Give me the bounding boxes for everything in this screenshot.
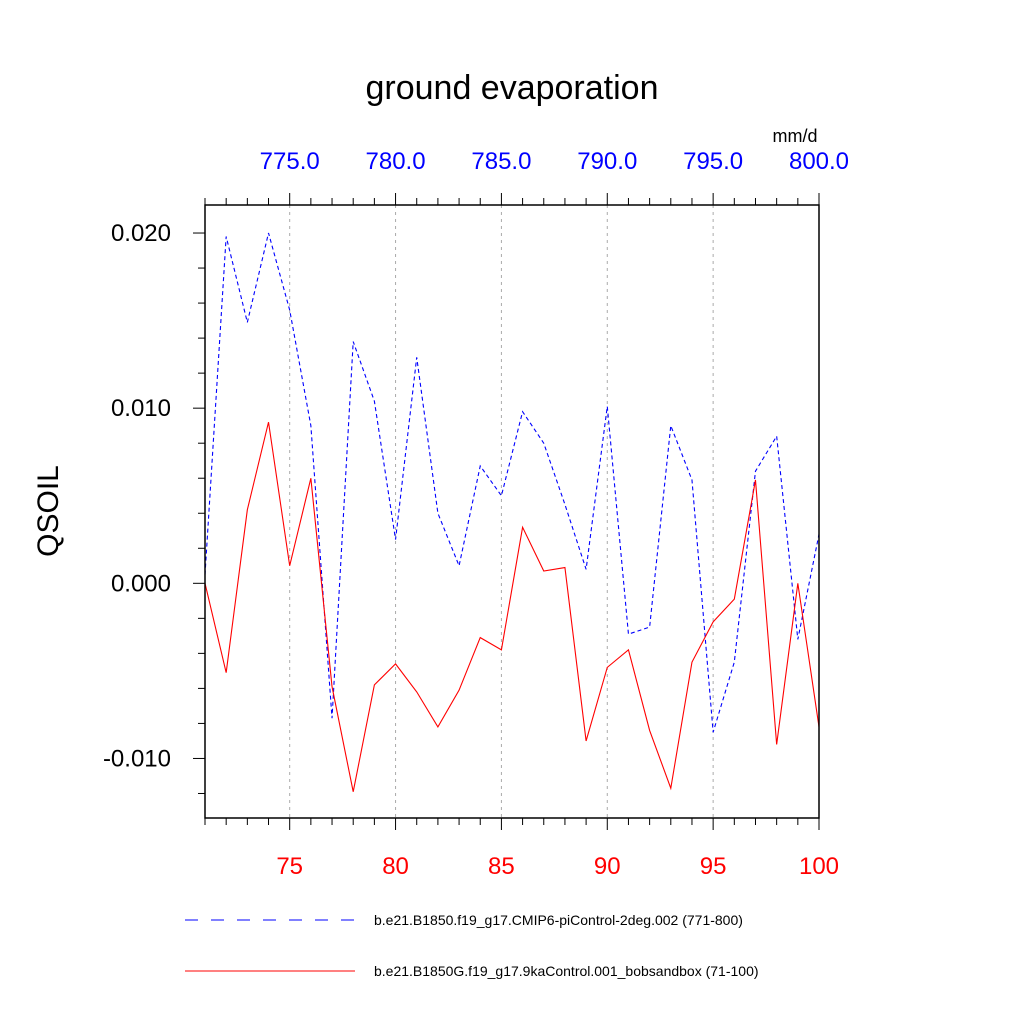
x-top-tick-label: 780.0	[366, 148, 426, 175]
y-ticks: 0.020 0.010 0.000 -0.010	[103, 220, 205, 772]
x-ticks-top: 775.0 780.0 785.0 790.0 795.0 800.0	[260, 148, 849, 205]
x-top-tick-label: 800.0	[789, 148, 849, 175]
x-bottom-tick-label: 90	[594, 853, 621, 880]
x-top-tick-label: 790.0	[577, 148, 637, 175]
legend-label-red: b.e21.B1850G.f19_g17.9kaControl.001_bobs…	[374, 963, 759, 979]
units-label: mm/d	[773, 126, 818, 146]
series-line-blue	[204, 232, 820, 733]
legend-label-blue: b.e21.B1850.f19_g17.CMIP6-piControl-2deg…	[374, 912, 743, 928]
legend: b.e21.B1850.f19_g17.CMIP6-piControl-2deg…	[185, 912, 759, 979]
y-tick-label: 0.000	[111, 570, 171, 597]
y-tick-label: 0.010	[111, 395, 171, 422]
series-lines	[204, 232, 820, 792]
x-ticks-bottom: 75 80 85 90 95 100	[276, 818, 839, 880]
series-line-red	[204, 422, 820, 792]
grid-lines	[289, 205, 714, 818]
x-bottom-tick-label: 100	[799, 853, 839, 880]
y-tick-label: 0.020	[111, 220, 171, 247]
x-bottom-tick-label: 80	[382, 853, 409, 880]
x-bottom-tick-label: 75	[276, 853, 303, 880]
x-top-tick-label: 795.0	[683, 148, 743, 175]
y-tick-label: -0.010	[103, 745, 171, 772]
y-axis-label: QSOIL	[32, 465, 65, 557]
x-bottom-tick-label: 85	[488, 853, 515, 880]
x-bottom-tick-label: 95	[700, 853, 727, 880]
plot-frame	[204, 204, 820, 819]
x-top-tick-label: 785.0	[471, 148, 531, 175]
chart-title: ground evaporation	[365, 69, 658, 107]
minor-ticks	[198, 198, 799, 825]
x-top-tick-label: 775.0	[260, 148, 320, 175]
